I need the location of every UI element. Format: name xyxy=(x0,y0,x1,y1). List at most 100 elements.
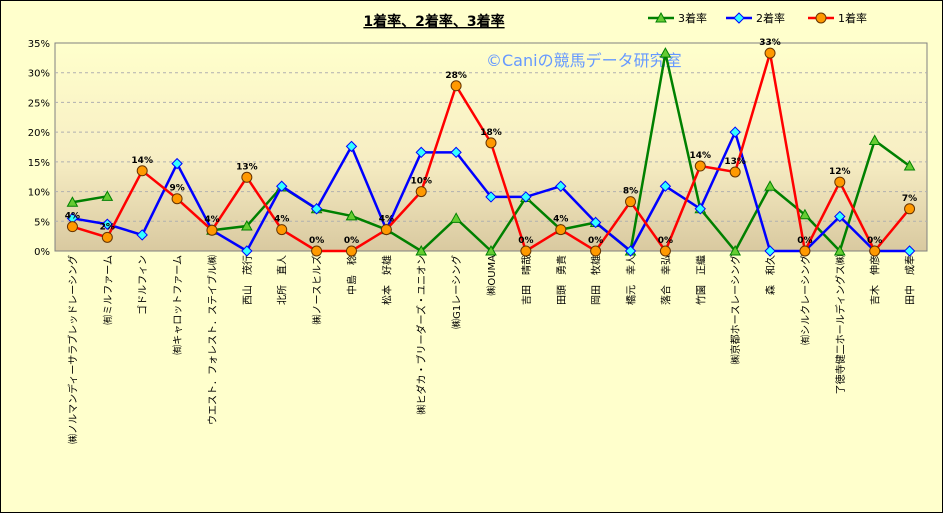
data-point-marker xyxy=(171,157,183,170)
x-tick-label: ㈱OUMA xyxy=(486,255,498,296)
y-tick-label: 15% xyxy=(28,158,50,169)
data-point-marker xyxy=(625,196,637,208)
x-tick-label: 吉田 晴哉 xyxy=(520,255,533,305)
data-label: 8% xyxy=(623,187,638,197)
data-label: 14% xyxy=(131,156,153,166)
x-tick-label: 北所 直人 xyxy=(276,255,289,305)
data-point-marker xyxy=(903,245,916,257)
x-tick-label: 吉木 伸彦 xyxy=(869,255,882,305)
data-label: 13% xyxy=(236,162,258,172)
data-point-marker xyxy=(345,140,358,153)
data-point-marker xyxy=(345,209,358,221)
x-tick-label: ゴドルフィン xyxy=(136,255,149,315)
data-point-marker xyxy=(659,47,672,58)
data-point-marker xyxy=(868,134,881,145)
data-label: 4% xyxy=(553,215,568,225)
x-tick-label: ㈱G1レーシング xyxy=(450,255,463,329)
y-tick-label: 35% xyxy=(28,39,50,50)
legend: 3着率 2着率 1着率 xyxy=(648,11,867,25)
data-point-marker xyxy=(589,216,602,229)
data-point-marker xyxy=(764,47,776,59)
data-point-marker xyxy=(485,137,497,149)
data-label: 4% xyxy=(379,215,394,225)
data-label: 10% xyxy=(410,177,432,187)
x-tick-label: 森 和久 xyxy=(764,255,777,295)
x-tick-label: ㈲シルクレーシング xyxy=(799,255,812,345)
data-point-marker xyxy=(276,224,288,236)
data-point-marker xyxy=(729,166,741,178)
data-label: 14% xyxy=(690,151,712,161)
data-point-marker xyxy=(485,244,497,256)
x-tick-label: 岡田 牧雄 xyxy=(590,255,603,305)
data-point-marker xyxy=(520,191,532,203)
data-point-marker xyxy=(380,224,392,236)
data-point-marker xyxy=(415,186,427,198)
data-point-marker xyxy=(276,180,288,192)
x-tick-label: 田中 成奉 xyxy=(904,255,917,305)
x-tick-label: ㈱ノースヒルズ xyxy=(311,255,324,325)
data-point-marker xyxy=(66,221,78,233)
data-point-marker xyxy=(655,11,667,23)
data-point-marker xyxy=(590,245,602,257)
data-label: 9% xyxy=(169,184,184,194)
data-point-marker xyxy=(241,171,253,183)
data-point-marker xyxy=(450,80,462,92)
data-point-marker xyxy=(834,210,846,223)
data-point-marker xyxy=(799,245,811,257)
data-point-marker xyxy=(555,180,567,192)
data-point-marker xyxy=(311,245,323,257)
data-point-marker xyxy=(136,229,148,241)
data-point-marker xyxy=(764,245,776,257)
data-point-marker xyxy=(869,245,881,257)
data-point-marker xyxy=(101,218,114,230)
x-tick-label: 橋元 幸人 xyxy=(625,255,638,305)
x-tick-label: ㈱ヒダカ・ブリーダーズ・ユニオン xyxy=(415,255,428,415)
data-point-marker xyxy=(485,191,497,203)
data-label: 0% xyxy=(518,236,533,246)
data-point-marker xyxy=(520,245,532,257)
data-label: 0% xyxy=(344,236,359,246)
x-tick-label: 了徳寺健二ホールディングス㈱ xyxy=(834,255,847,394)
legend-label: 2着率 xyxy=(756,11,785,25)
data-point-marker xyxy=(136,165,148,177)
data-point-marker xyxy=(450,212,462,223)
legend-label: 1着率 xyxy=(838,11,867,25)
data-point-marker xyxy=(415,244,428,256)
data-point-marker xyxy=(624,245,637,257)
series-line xyxy=(72,195,108,204)
legend-label: 3着率 xyxy=(678,11,707,25)
x-tick-label: ㈲ミルファーム xyxy=(102,255,114,325)
y-tick-label: 30% xyxy=(28,69,50,80)
x-tick-label: 落合 幸弘 xyxy=(659,255,672,305)
data-point-marker xyxy=(659,180,672,192)
data-point-marker xyxy=(833,244,846,256)
data-point-marker xyxy=(66,196,79,207)
data-point-marker xyxy=(834,176,846,188)
y-tick-label: 5% xyxy=(34,217,50,228)
data-point-marker xyxy=(659,245,671,257)
data-label: 4% xyxy=(204,215,219,225)
data-point-marker xyxy=(555,224,567,236)
data-point-marker xyxy=(241,245,253,257)
data-label: 2% xyxy=(100,222,115,232)
data-point-marker xyxy=(310,203,323,215)
watermark: ©Caniの競馬データ研究室 xyxy=(486,51,682,70)
data-point-marker xyxy=(101,190,114,201)
data-point-marker xyxy=(206,224,218,236)
x-tick-label: ㈱ノルマンディーサラブレッドレーシング xyxy=(66,255,79,444)
data-point-marker xyxy=(101,231,113,243)
data-point-marker xyxy=(694,160,706,172)
data-label: 0% xyxy=(867,236,882,246)
y-tick-label: 0% xyxy=(34,247,50,258)
x-tick-label: ㈱京都ホースレーシング xyxy=(729,255,742,364)
x-tick-label: 西山 茂行 xyxy=(241,255,254,305)
data-label: 18% xyxy=(480,128,502,138)
y-tick-label: 20% xyxy=(28,128,50,139)
data-label: 12% xyxy=(829,167,851,177)
data-point-marker xyxy=(799,208,811,220)
data-label: 28% xyxy=(445,71,467,81)
data-label: 4% xyxy=(274,215,289,225)
data-label: 4% xyxy=(65,212,80,222)
data-label: 13% xyxy=(724,157,746,167)
